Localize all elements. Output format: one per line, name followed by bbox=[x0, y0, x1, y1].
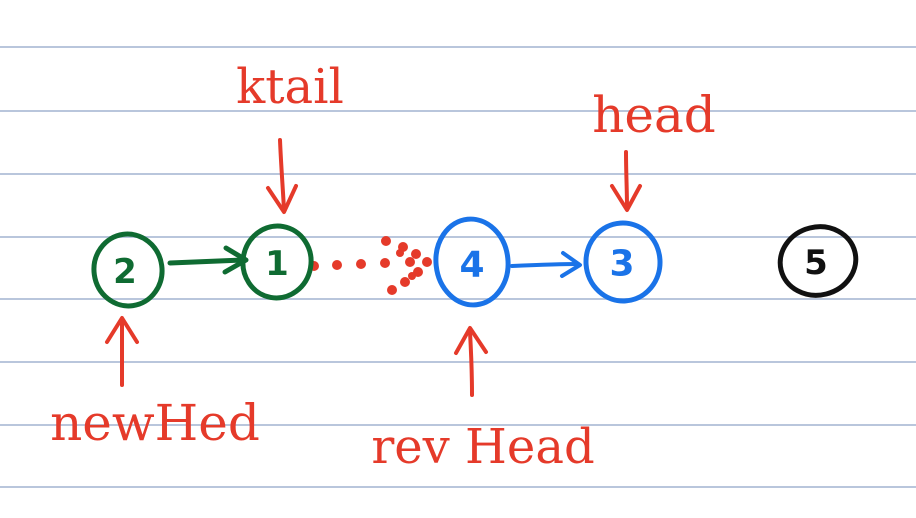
arrow-4-to-3 bbox=[510, 251, 582, 278]
arrow-ktail bbox=[266, 138, 298, 214]
node-2-label: 2 bbox=[113, 252, 137, 292]
arrow-newhead bbox=[105, 316, 139, 387]
node-2: 2 bbox=[91, 231, 165, 309]
node-4-label: 4 bbox=[459, 245, 484, 286]
node-3: 3 bbox=[583, 220, 663, 304]
arrows bbox=[105, 138, 642, 397]
node-5: 5 bbox=[777, 224, 859, 298]
label-newhead: newHed bbox=[50, 394, 260, 452]
node-1: 1 bbox=[240, 223, 314, 301]
label-ktail: ktail bbox=[236, 59, 344, 115]
arrow-head bbox=[610, 150, 642, 212]
dotted-arrow-1-to-4 bbox=[309, 236, 432, 295]
label-head: head bbox=[592, 86, 716, 144]
node-1-label: 1 bbox=[265, 244, 289, 284]
arrow-2-to-1 bbox=[167, 245, 249, 275]
node-3-label: 3 bbox=[609, 244, 634, 285]
arrow-revhead bbox=[454, 326, 488, 397]
node-4: 4 bbox=[433, 216, 511, 308]
label-revhead: rev Head bbox=[371, 419, 594, 475]
node-5-label: 5 bbox=[804, 243, 828, 283]
